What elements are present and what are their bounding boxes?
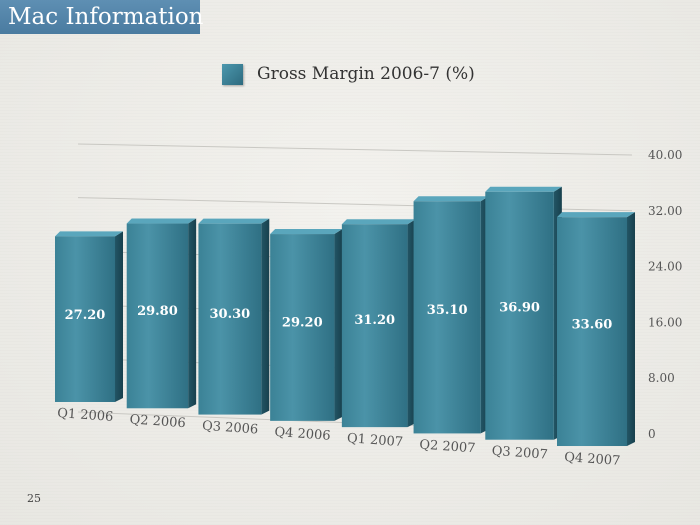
bar-top-face bbox=[55, 231, 123, 237]
gridline bbox=[77, 143, 633, 156]
bar-value-label: 27.20 bbox=[65, 308, 106, 323]
bar-top-face bbox=[485, 186, 562, 192]
x-tick-label: Q2 2007 bbox=[419, 437, 476, 456]
legend-label: Gross Margin 2006-7 (%) bbox=[257, 64, 475, 84]
x-tick-label: Q3 2007 bbox=[491, 444, 548, 463]
bar-side-face bbox=[334, 229, 343, 421]
slide-title: Mac Information bbox=[0, 0, 204, 34]
bar-value-label: 33.60 bbox=[572, 317, 613, 332]
bar bbox=[557, 217, 627, 446]
x-tick-label: Q1 2007 bbox=[346, 431, 403, 450]
y-tick-label: 24.00 bbox=[648, 260, 682, 274]
bar-top-face bbox=[126, 218, 197, 224]
x-tick-label: Q2 2006 bbox=[129, 412, 186, 431]
bar-top-face bbox=[341, 219, 416, 225]
bar-side-face bbox=[188, 218, 197, 409]
y-tick-label: 8.00 bbox=[648, 371, 675, 385]
bar bbox=[270, 234, 335, 421]
bar-value-label: 36.90 bbox=[499, 301, 540, 316]
bar bbox=[55, 236, 115, 402]
y-tick-label: 40.00 bbox=[648, 148, 682, 162]
x-tick-label: Q4 2006 bbox=[274, 425, 331, 444]
bar bbox=[341, 224, 408, 428]
bar-value-label: 29.20 bbox=[282, 315, 323, 330]
bar-side-face bbox=[627, 212, 635, 446]
bar-top-face bbox=[198, 218, 270, 224]
x-tick-label: Q3 2006 bbox=[202, 419, 259, 438]
bar-value-label: 29.80 bbox=[137, 304, 178, 319]
y-tick-label: 16.00 bbox=[648, 315, 682, 329]
bar-value-label: 35.10 bbox=[427, 303, 468, 318]
bar-side-face bbox=[261, 218, 270, 415]
x-tick-label: Q4 2007 bbox=[564, 450, 621, 469]
bar-side-face bbox=[115, 231, 123, 402]
bar-top-face bbox=[270, 229, 343, 235]
bar-top-face bbox=[557, 212, 635, 218]
y-tick-label: 32.00 bbox=[648, 204, 682, 218]
bar-value-label: 31.20 bbox=[354, 313, 395, 328]
x-tick-label: Q1 2006 bbox=[57, 406, 114, 425]
bar bbox=[413, 201, 481, 434]
bar bbox=[485, 191, 554, 440]
y-tick-label: 0 bbox=[648, 427, 656, 441]
legend-swatch bbox=[222, 63, 243, 85]
bar bbox=[126, 223, 189, 409]
chart-legend: Gross Margin 2006-7 (%) bbox=[222, 62, 475, 86]
bar-value-label: 30.30 bbox=[209, 307, 250, 322]
bar-top-face bbox=[413, 196, 489, 202]
bar bbox=[198, 223, 262, 415]
page-number: 25 bbox=[27, 492, 41, 505]
